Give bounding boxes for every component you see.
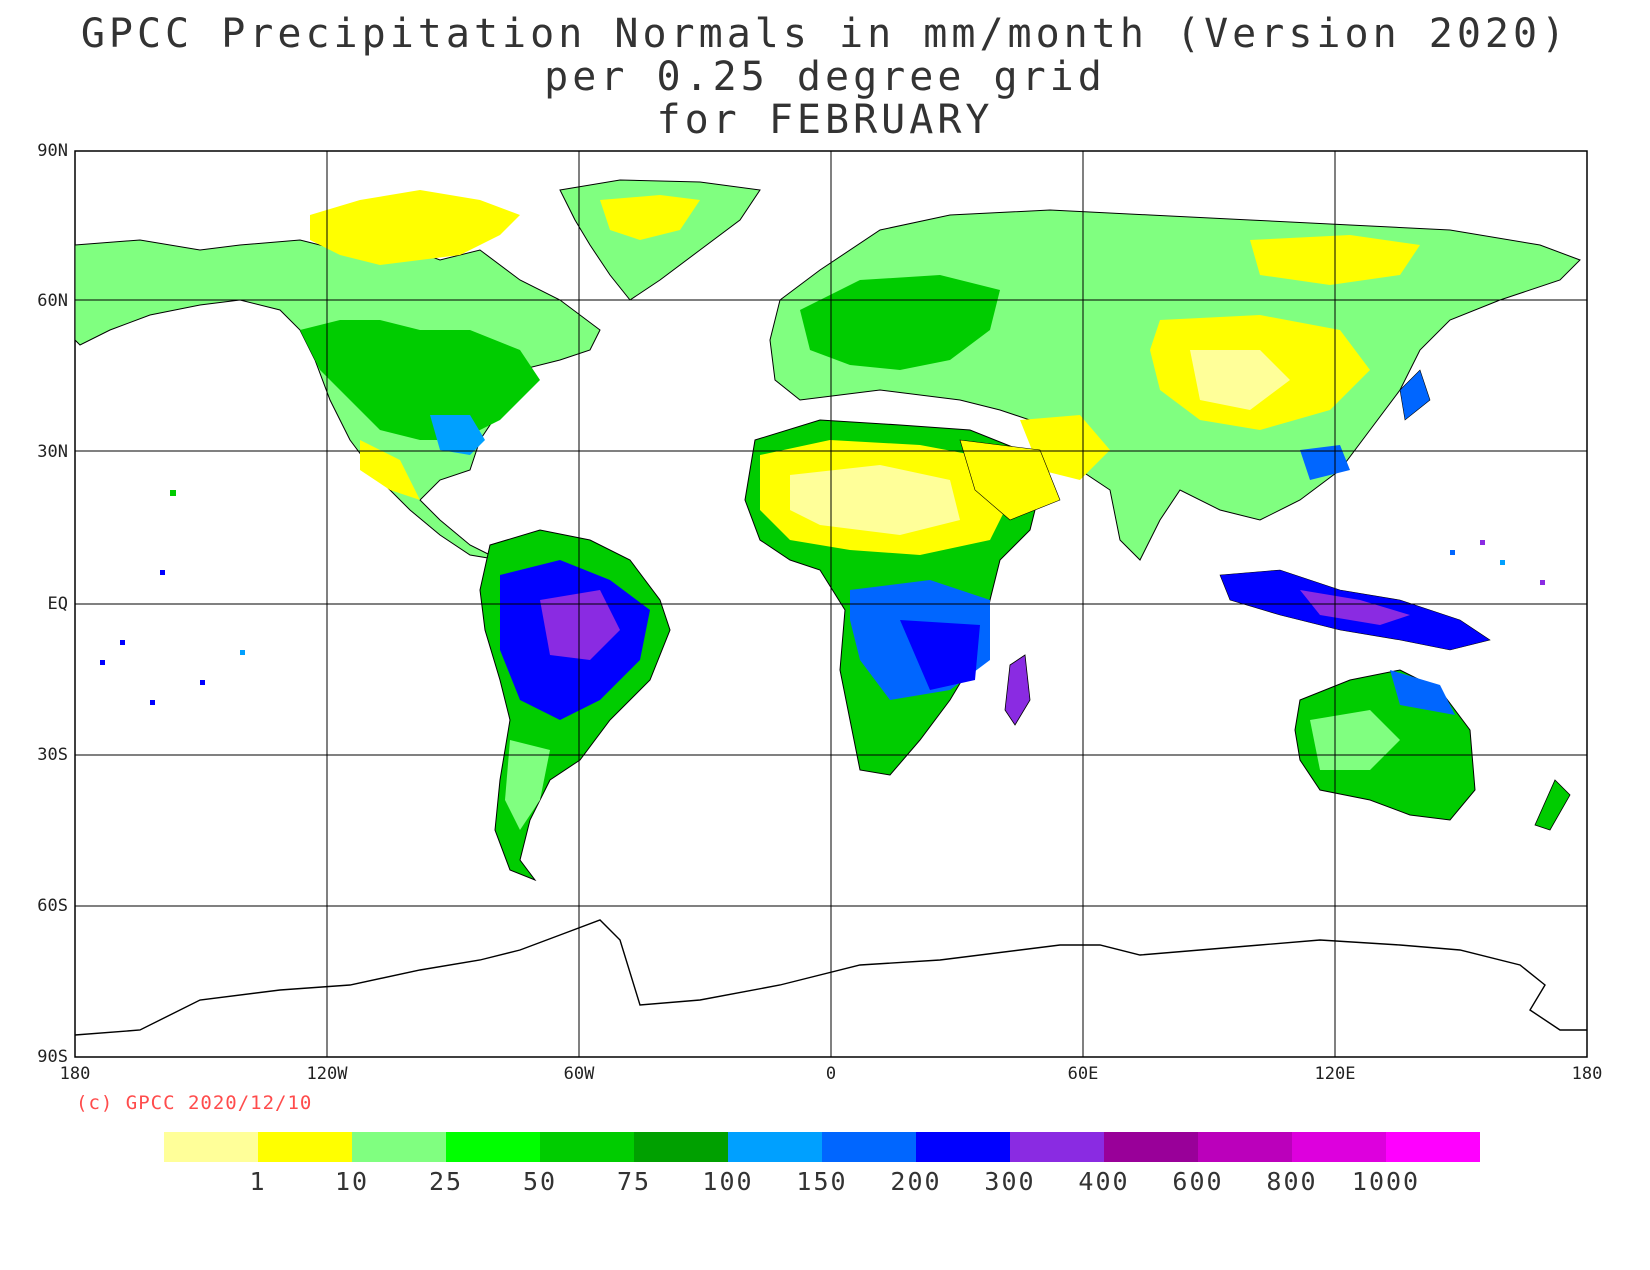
lon-label-180e: 180 [1571, 1064, 1603, 1084]
new-zealand [1534, 779, 1571, 831]
map-title: GPCC Precipitation Normals in mm/month (… [80, 11, 1570, 57]
lon-label-0: 0 [825, 1064, 837, 1084]
colorbar-tick-label: 75 [616, 1167, 652, 1196]
lat-label-30s: 30S [37, 745, 68, 765]
colorbar-swatch [1386, 1132, 1480, 1162]
colorbar-tick-label: 300 [984, 1167, 1036, 1196]
lat-label-30n: 30N [37, 442, 68, 462]
lat-label-eq: EQ [47, 594, 68, 614]
colorbar-tick-label: 800 [1266, 1167, 1318, 1196]
colorbar-tick-label: 150 [796, 1167, 848, 1196]
colorbar-swatch [634, 1132, 728, 1162]
lon-label-120e: 120E [1314, 1064, 1356, 1084]
pacific-islands [100, 490, 1545, 705]
lon-label-120w: 120W [306, 1064, 348, 1084]
graticule [75, 151, 1587, 1057]
colorbar-legend [164, 1132, 1480, 1162]
madagascar [1004, 654, 1031, 726]
colorbar-tick-label: 50 [522, 1167, 558, 1196]
colorbar-swatch [822, 1132, 916, 1162]
colorbar-tick-label: 400 [1078, 1167, 1130, 1196]
lon-label-180w: 180 [59, 1064, 91, 1084]
antarctica [74, 919, 1587, 1036]
colorbar-tick-label: 1000 [1351, 1167, 1421, 1196]
map-subtitle: per 0.25 degree grid [544, 54, 1106, 100]
colorbar-swatch [1104, 1132, 1198, 1162]
colorbar-swatch [1292, 1132, 1386, 1162]
lat-label-90n: 90N [37, 141, 68, 161]
colorbar-swatch [728, 1132, 822, 1162]
colorbar-swatch [1010, 1132, 1104, 1162]
map-month: for FEBRUARY [656, 97, 994, 143]
colorbar-tick-label: 1 [249, 1167, 267, 1196]
colorbar-swatch [164, 1132, 258, 1162]
colorbar-tick-label: 200 [890, 1167, 942, 1196]
copyright-note: (c) GPCC 2020/12/10 [76, 1092, 313, 1114]
colorbar-tick-label: 600 [1172, 1167, 1224, 1196]
lon-label-60e: 60E [1067, 1064, 1099, 1084]
lat-label-60n: 60N [37, 291, 68, 311]
colorbar-swatch [446, 1132, 540, 1162]
colorbar-swatch [352, 1132, 446, 1162]
colorbar-tick-label: 10 [334, 1167, 370, 1196]
colorbar-tick-label: 25 [428, 1167, 464, 1196]
lon-label-60w: 60W [563, 1064, 595, 1084]
colorbar-swatch [1198, 1132, 1292, 1162]
colorbar-swatch [258, 1132, 352, 1162]
colorbar-swatch [916, 1132, 1010, 1162]
lat-label-60s: 60S [37, 896, 68, 916]
colorbar-swatch [540, 1132, 634, 1162]
colorbar-tick-label: 100 [702, 1167, 754, 1196]
lat-label-90s: 90S [37, 1047, 68, 1067]
